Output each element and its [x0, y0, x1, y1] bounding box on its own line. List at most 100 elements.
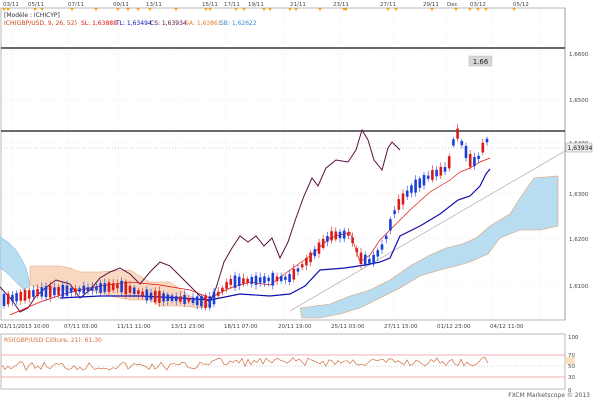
event-marker[interactable] [174, 8, 178, 11]
event-marker[interactable] [33, 8, 37, 11]
top-date-label: 21/11 [290, 2, 306, 8]
event-marker[interactable] [512, 8, 516, 11]
candle-body [19, 291, 23, 301]
chikou-span-line [0, 128, 401, 313]
bottom-date-label: 04/12 11:00 [490, 324, 524, 330]
candle-body [200, 295, 203, 307]
event-marker[interactable] [70, 8, 74, 11]
candle-body [368, 258, 371, 264]
candle-body [342, 230, 346, 239]
candle-body [393, 210, 396, 215]
candle-body [233, 275, 237, 288]
candle-body [225, 282, 228, 289]
event-marker[interactable] [468, 8, 472, 11]
candle-body [212, 291, 216, 305]
top-date-label: 05/11 [28, 2, 44, 8]
event-marker[interactable] [116, 8, 120, 11]
trend-line[interactable] [289, 150, 566, 312]
event-marker[interactable] [2, 8, 6, 11]
event-marker[interactable] [126, 8, 130, 11]
candle-body [330, 231, 333, 241]
legend-sl: SL: 1,63888 [81, 20, 117, 27]
candle-body [204, 295, 207, 308]
watermark: FXCM Marketscope © 2013 [508, 392, 590, 399]
candle-body [284, 276, 287, 280]
event-marker[interactable] [294, 8, 298, 11]
candle-body [57, 287, 60, 296]
event-marker[interactable] [6, 8, 10, 11]
event-marker[interactable] [268, 8, 272, 11]
rsi-value-tag [566, 357, 575, 364]
candle-body [481, 142, 485, 153]
event-marker[interactable] [234, 8, 238, 11]
top-date-label: 03/11 [3, 2, 19, 8]
candle-body [305, 257, 308, 266]
candle-body [242, 278, 245, 284]
candle-body [27, 290, 31, 299]
candle-body [473, 157, 476, 167]
candle-body [82, 285, 86, 294]
candle-body [435, 169, 438, 177]
event-marker[interactable] [454, 8, 458, 11]
event-marker[interactable] [208, 8, 212, 11]
candle-body [103, 283, 107, 292]
rsi-label: RSI(GBP/USD Clôture, 21): 61,30 [4, 337, 102, 344]
candle-body [443, 167, 447, 172]
candle-body [170, 295, 174, 301]
candle-body [452, 139, 455, 146]
candle-body [40, 287, 44, 297]
rsi-axis-label: 0 [568, 388, 572, 394]
event-marker[interactable] [386, 8, 390, 11]
bottom-date-label: 18/11 07:00 [224, 324, 258, 330]
candle-body [317, 242, 321, 254]
top-date-label: 27/11 [380, 2, 396, 8]
event-marker[interactable] [344, 8, 348, 11]
candle-body [389, 219, 392, 231]
candle-body [48, 285, 52, 298]
candle-body [237, 276, 241, 287]
candle-body [258, 277, 262, 283]
event-marker[interactable] [94, 8, 98, 11]
event-marker[interactable] [204, 8, 208, 11]
candle-body [439, 166, 443, 176]
candle-body [351, 237, 354, 244]
event-marker[interactable] [148, 8, 152, 11]
candle-body [53, 287, 56, 296]
top-date-label: 29/11 [423, 2, 439, 8]
candle-body [275, 276, 279, 282]
rsi-axis: 100 70 50 30 0 [568, 335, 579, 394]
event-marker[interactable] [40, 8, 44, 11]
candle-body [326, 236, 329, 242]
event-marker[interactable] [394, 8, 398, 11]
event-marker[interactable] [242, 8, 246, 11]
rsi-axis-label: 50 [568, 364, 575, 370]
candle-body [86, 287, 90, 292]
bottom-date-label: 11/11 11:00 [117, 324, 151, 330]
event-marker[interactable] [430, 8, 434, 11]
candle-body [426, 175, 430, 179]
bottom-date-label: 01/11/2013 10:00 [0, 324, 50, 330]
candle-body [229, 278, 233, 285]
top-date-label: 05/12 [513, 2, 529, 8]
event-marker[interactable] [136, 8, 140, 11]
legend-sb: SB: 1,62622 [220, 20, 257, 27]
bottom-date-label: 13/11 23:00 [171, 324, 205, 330]
event-marker[interactable] [288, 8, 292, 11]
level-label-box [468, 55, 493, 67]
candle-body [401, 193, 405, 205]
event-marker[interactable] [476, 8, 480, 11]
candle-body [380, 244, 384, 250]
candle-body [477, 155, 480, 159]
rsi-axis-label: 100 [568, 335, 579, 341]
price-axis-label: 1,6300 [569, 192, 589, 198]
candle-body [116, 284, 119, 289]
candle-body [132, 287, 136, 294]
top-date-label: 15/11 [202, 2, 218, 8]
candle-body [195, 296, 199, 306]
event-marker[interactable] [262, 8, 266, 11]
candle-body [158, 291, 161, 303]
event-marker[interactable] [484, 8, 488, 11]
event-marker[interactable] [318, 8, 322, 11]
